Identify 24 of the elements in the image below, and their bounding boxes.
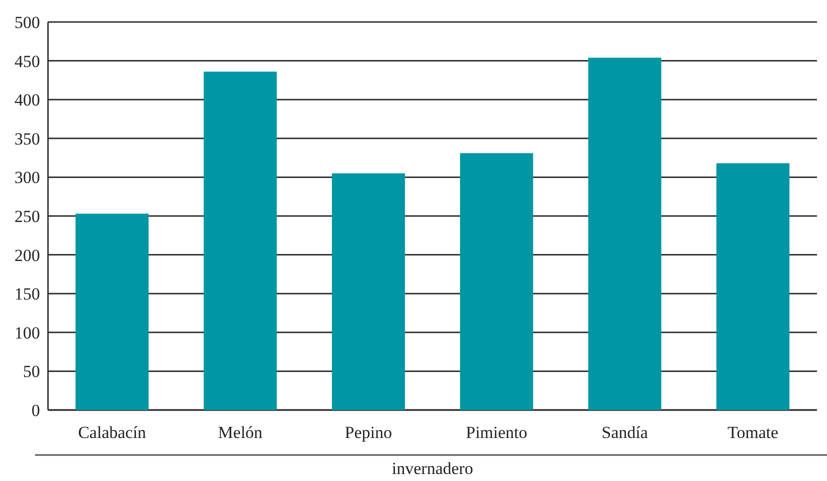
y-tick-label: 200 <box>14 246 40 265</box>
bar <box>588 58 662 410</box>
bar <box>460 153 534 410</box>
x-axis-title: invernadero <box>392 459 474 478</box>
y-tick-label: 400 <box>14 90 40 110</box>
y-tick-label: 500 <box>14 12 40 32</box>
x-tick-label: Calabacín <box>78 423 147 442</box>
y-tick-label: 300 <box>14 168 40 188</box>
bar <box>332 173 405 410</box>
x-tick-label: Pimiento <box>466 423 528 442</box>
bar <box>204 72 277 410</box>
bar <box>76 214 149 410</box>
bar <box>716 163 790 410</box>
y-tick-label: 50 <box>23 362 40 382</box>
x-tick-label: Pepino <box>344 423 392 442</box>
y-tick-label: 100 <box>14 323 40 342</box>
x-tick-label: Tomate <box>728 423 778 442</box>
y-tick-label: 0 <box>32 400 40 420</box>
y-tick-label: 150 <box>14 284 40 304</box>
x-tick-label: Sandía <box>602 423 648 442</box>
y-tick-label: 350 <box>14 129 40 148</box>
y-tick-label: 450 <box>14 52 40 71</box>
y-tick-label: 250 <box>14 206 40 226</box>
x-tick-label: Melón <box>218 423 263 442</box>
